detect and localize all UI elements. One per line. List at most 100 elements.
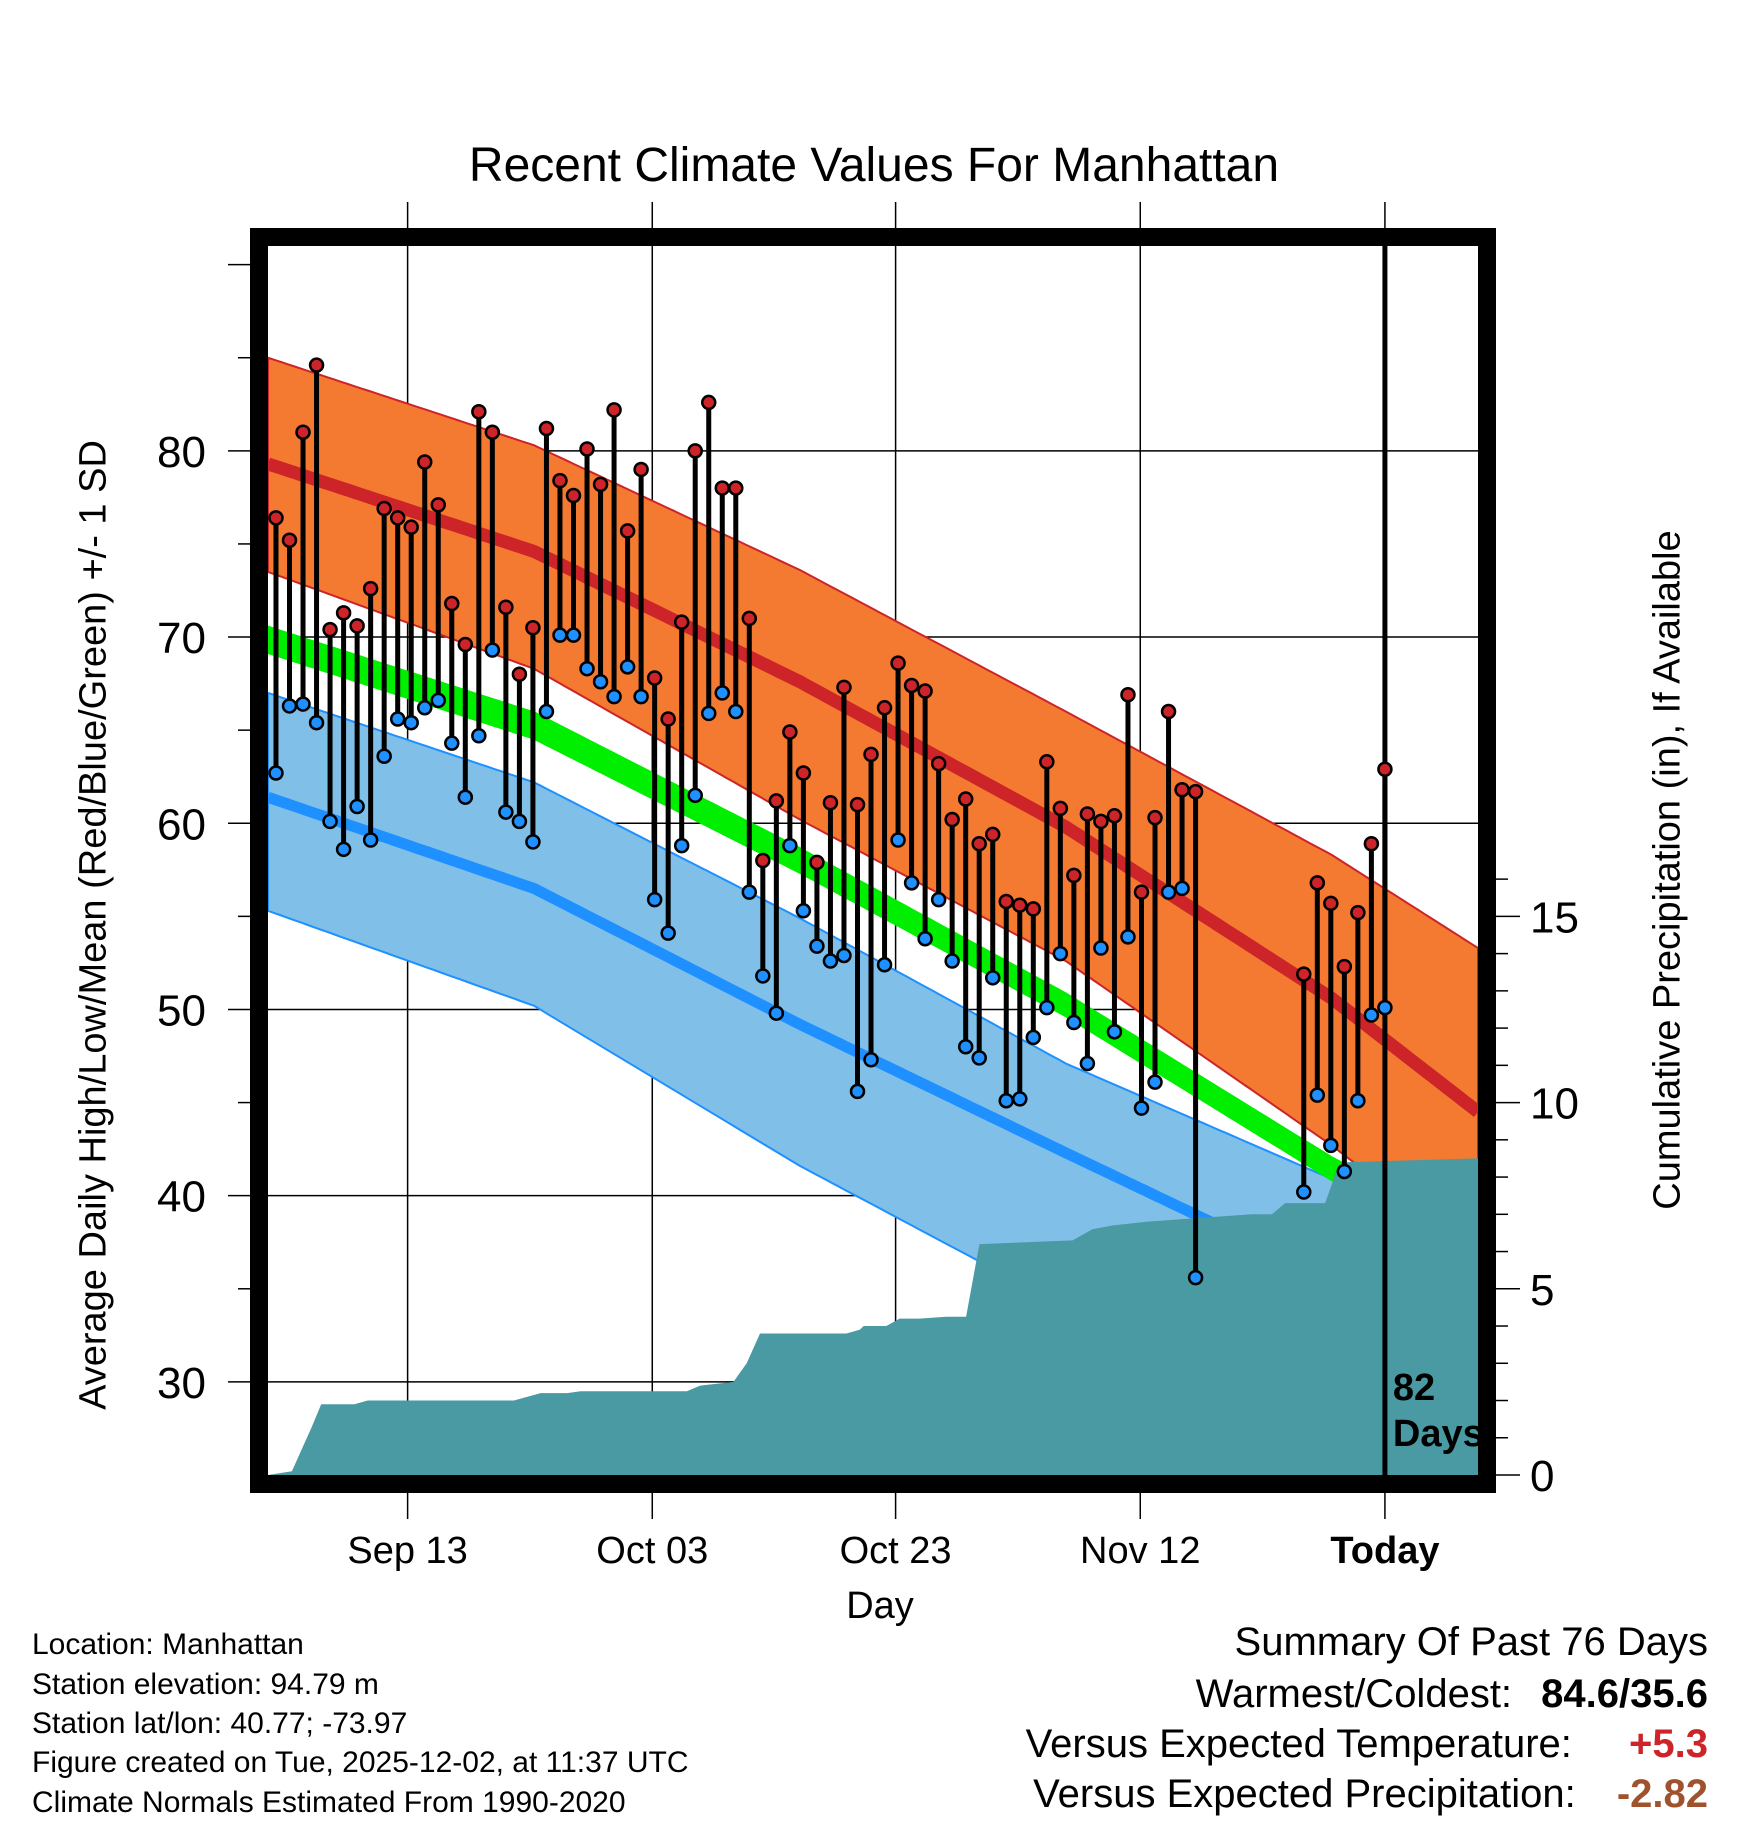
daily-low-point xyxy=(538,703,555,720)
daily-low-point xyxy=(416,700,433,716)
today-days-label: Days xyxy=(1393,1413,1484,1455)
daily-low-point xyxy=(1052,945,1069,962)
daily-high-point xyxy=(1363,835,1380,852)
daily-high-point xyxy=(444,595,460,612)
daily-high-point xyxy=(376,500,392,517)
daily-high-point xyxy=(998,893,1015,910)
daily-high-point xyxy=(1012,897,1028,913)
daily-low-point xyxy=(1323,1137,1339,1154)
daily-low-point xyxy=(308,714,325,731)
summary-precip-value: -2.82 xyxy=(1616,1772,1708,1816)
y-tick-label: 70 xyxy=(157,614,206,663)
y-axis-label: Average Daily High/Low/Mean (Red/Blue/Gr… xyxy=(72,440,115,1410)
footer-created: Figure created on Tue, 2025-12-02, at 11… xyxy=(32,1746,689,1779)
daily-high-point xyxy=(633,461,649,478)
daily-high-point xyxy=(809,854,825,871)
daily-high-point xyxy=(281,532,298,548)
daily-low-point xyxy=(849,1083,866,1100)
daily-high-point xyxy=(944,811,960,828)
daily-low-point xyxy=(619,659,636,675)
daily-low-point xyxy=(1120,929,1136,945)
daily-low-point xyxy=(984,970,1001,986)
daily-low-point xyxy=(335,841,352,858)
daily-high-point xyxy=(1323,895,1339,912)
daily-low-point xyxy=(890,832,906,848)
daily-high-point xyxy=(957,791,974,807)
daily-low-point xyxy=(1309,1087,1326,1103)
daily-high-point xyxy=(917,683,933,699)
daily-low-point xyxy=(782,837,798,854)
daily-low-point xyxy=(687,787,703,804)
summary-warmest-value: 84.6/35.6 xyxy=(1541,1672,1708,1716)
daily-low-point xyxy=(673,837,690,854)
x-tick-label: Oct 23 xyxy=(840,1530,952,1572)
y2-axis-label: Cumulative Precipitation (in), If Availa… xyxy=(1646,530,1689,1210)
footer-elevation: Station elevation: 94.79 m xyxy=(32,1668,379,1701)
daily-high-point xyxy=(362,580,379,597)
daily-high-point xyxy=(1066,867,1082,884)
daily-high-point xyxy=(795,765,812,781)
daily-low-point xyxy=(444,735,460,751)
daily-low-point xyxy=(511,813,528,830)
daily-high-point xyxy=(552,472,568,489)
daily-low-point xyxy=(484,642,501,658)
daily-low-point xyxy=(322,813,338,830)
daily-high-point xyxy=(1147,809,1163,826)
y2-tick-label: 10 xyxy=(1530,1080,1579,1129)
y-tick-label: 50 xyxy=(157,986,206,1035)
summary-heading: Summary Of Past 76 Days xyxy=(1234,1620,1708,1664)
daily-high-point xyxy=(389,510,406,526)
daily-low-point xyxy=(1377,999,1393,1016)
daily-low-point xyxy=(552,627,568,643)
daily-low-point xyxy=(660,925,676,941)
daily-high-point xyxy=(592,476,609,493)
daily-high-point xyxy=(903,677,920,694)
daily-low-point xyxy=(1363,1007,1380,1023)
precip-area-group xyxy=(268,1158,1478,1475)
daily-high-point xyxy=(700,394,717,411)
daily-range-sticks xyxy=(273,365,1388,1278)
daily-low-point xyxy=(957,1038,974,1055)
plot-border xyxy=(250,228,1496,1493)
daily-low-point xyxy=(376,748,392,764)
daily-low-point xyxy=(362,832,379,848)
summary-temp-value: +5.3 xyxy=(1629,1722,1708,1766)
daily-high-point xyxy=(1120,687,1136,703)
daily-high-point xyxy=(349,618,365,634)
daily-low-point xyxy=(1106,1024,1123,1040)
y2-tick-label: 15 xyxy=(1530,893,1579,942)
daily-high-point xyxy=(498,599,514,616)
y-tick-label: 80 xyxy=(157,428,206,477)
daily-low-point xyxy=(1066,1014,1082,1031)
daily-low-point xyxy=(295,696,311,712)
daily-high-point xyxy=(673,614,690,630)
daily-high-point xyxy=(714,480,731,496)
axis-ticks: 30 40 50 60 70 80 0 5 10 15 Sep 13 Oct 03 Oct 23 Nov … xyxy=(157,202,1579,1572)
daily-low-point xyxy=(606,688,622,705)
daily-high-point xyxy=(768,793,785,809)
daily-dots xyxy=(268,357,1393,1286)
daily-high-point xyxy=(322,621,338,638)
daily-low-point xyxy=(1187,1269,1204,1286)
summary-warmest-label: Warmest/Coldest: xyxy=(1195,1672,1513,1716)
y2-tick-label: 0 xyxy=(1530,1452,1554,1501)
summary-warmest-row: Warmest/Coldest: 84.6/35.6 xyxy=(1196,1672,1708,1717)
daily-low-point xyxy=(592,673,609,690)
x-tick-label: Oct 03 xyxy=(596,1530,708,1572)
daily-high-point xyxy=(606,402,622,418)
daily-low-point xyxy=(795,903,812,919)
daily-high-point xyxy=(1160,703,1177,720)
daily-high-point xyxy=(849,796,866,813)
daily-high-point xyxy=(660,711,676,727)
daily-low-point xyxy=(1296,1184,1312,1200)
daily-high-point xyxy=(484,424,501,440)
daily-low-point xyxy=(971,1050,987,1066)
footer-normals: Climate Normals Estimated From 1990-2020 xyxy=(32,1786,626,1819)
daily-high-point xyxy=(619,523,636,539)
daily-high-point xyxy=(1309,875,1326,891)
summary-temp-label: Versus Expected Temperature: xyxy=(1025,1722,1572,1766)
daily-low-point xyxy=(930,891,947,908)
daily-low-point xyxy=(646,891,663,908)
footer-location: Location: Manhattan xyxy=(32,1628,304,1661)
